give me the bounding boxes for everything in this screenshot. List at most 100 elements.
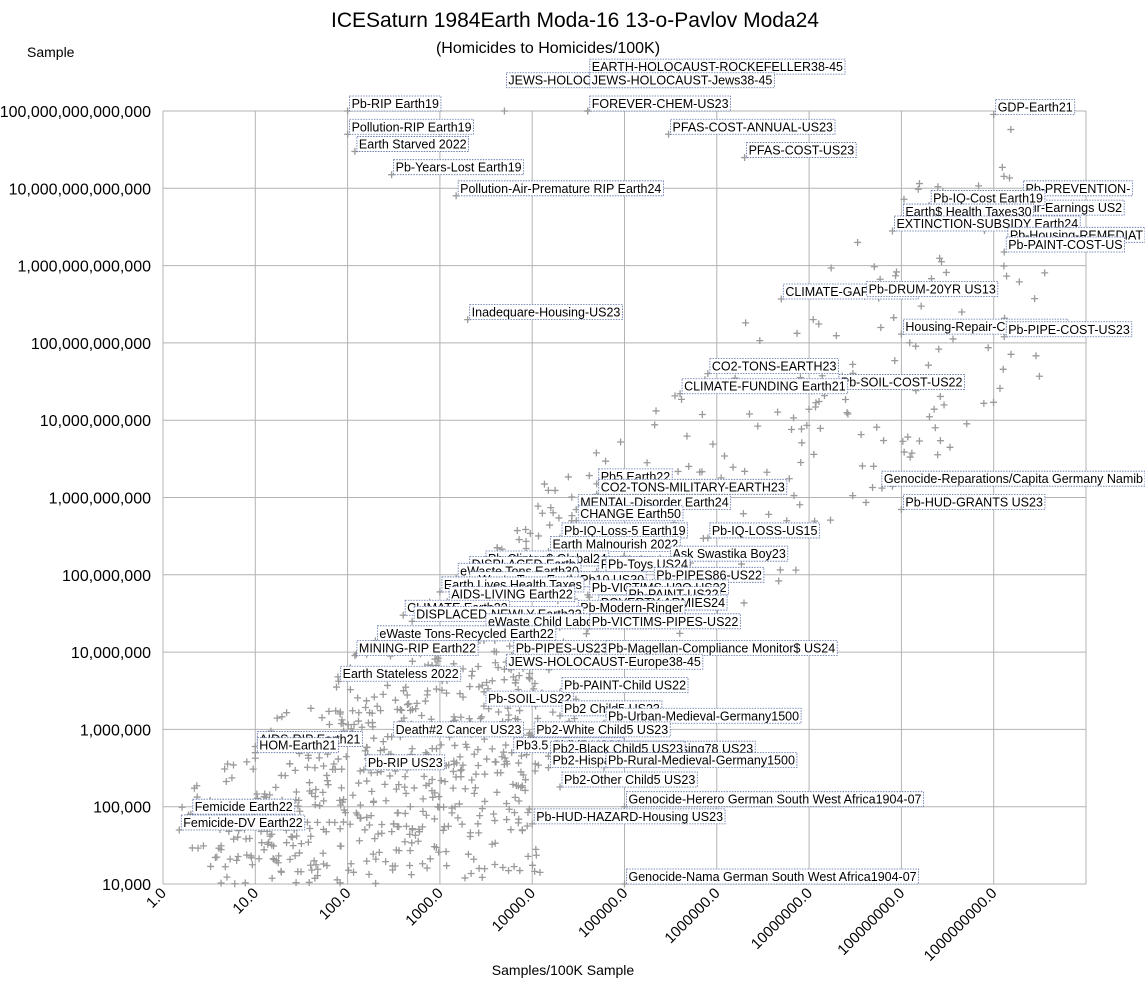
labeled-point: Pb2-White Child5 US23 bbox=[534, 722, 670, 737]
chart-title: ICESaturn 1984Earth Moda-16 13-o-Pavlov … bbox=[331, 9, 819, 32]
labeled-point: EARTH-HOLOCAUST-ROCKEFELLER38-45 bbox=[590, 59, 845, 74]
labeled-point: CO2-TONS-EARTH23 bbox=[710, 359, 839, 374]
labeled-point: CHANGE Earth50 bbox=[578, 506, 683, 521]
labeled-point: eWaste Tons-Recycled Earth22 bbox=[377, 626, 555, 641]
labeled-point: Pb-RIP US23 bbox=[366, 755, 445, 770]
point-label: Death#2 Cancer US23 bbox=[396, 723, 522, 737]
labeled-point: Pb-Urban-Medieval-Germany1500 bbox=[606, 708, 801, 723]
labeled-point: CLIMATE-FUNDING Earth21 bbox=[682, 379, 848, 394]
point-label: Pb-PAINT-Child US22 bbox=[564, 679, 686, 693]
labeled-point: GDP-Earth21 bbox=[996, 100, 1075, 115]
point-label: Pb-RIP Earth19 bbox=[352, 97, 439, 111]
point-label: Earth Malnourish 2022 bbox=[552, 538, 678, 552]
point-label: Pb-Urban-Medieval-Germany1500 bbox=[608, 709, 799, 723]
labeled-point: Pb-SOIL-COST-US22 bbox=[839, 374, 965, 389]
labeled-point: Pb-RIP Earth19 bbox=[350, 96, 441, 111]
point-label: JEWS-HOLOCAUST-Europe38-45 bbox=[508, 655, 700, 669]
point-label: Pb-HUD-GRANTS US23 bbox=[905, 495, 1043, 509]
point-label: Pb-IQ-Loss-5 Earth19 bbox=[564, 524, 686, 538]
y-tick-label: 1,000,000,000 bbox=[49, 491, 151, 508]
point-label: Genocide-Herero German South West Africa… bbox=[629, 793, 922, 807]
labeled-point: Pb2-Other Child5 US23 bbox=[562, 772, 697, 787]
point-label: Earth Starved 2022 bbox=[359, 137, 467, 151]
labeled-point: Earth Stateless 2022 bbox=[341, 666, 461, 681]
point-label: Pb-IQ-Cost Earth19 bbox=[933, 191, 1043, 205]
labeled-point: Inadequare-Housing-US23 bbox=[470, 305, 623, 320]
point-label: Pollution-RIP Earth19 bbox=[352, 120, 472, 134]
point-label: CO2-TONS-MILITARY-EARTH23 bbox=[601, 480, 785, 494]
point-label: eWaste Tons-Recycled Earth22 bbox=[379, 627, 553, 641]
labeled-point: FOREVER-CHEM-US23 bbox=[590, 96, 731, 111]
point-label: PFAS-COST-US23 bbox=[749, 144, 855, 158]
labeled-point: Earth Malnourish 2022 bbox=[550, 537, 680, 552]
point-label: Pb-Magellan-Compliance Monitor$ US24 bbox=[608, 642, 835, 656]
labeled-point: Pb-PIPE-COST-US23 bbox=[1006, 322, 1132, 337]
point-label: EARTH-HOLOCAUST-ROCKEFELLER38-45 bbox=[592, 60, 843, 74]
point-label: Inadequare-Housing-US23 bbox=[472, 306, 621, 320]
chart-subtitle: (Homicides to Homicides/100K) bbox=[436, 40, 660, 57]
point-label: Pb-PAINT-COST-US bbox=[1008, 238, 1122, 252]
y-tick-label: 1,000,000,000,000 bbox=[18, 259, 152, 276]
labeled-point: Pb-PIPES-US23 bbox=[514, 641, 610, 656]
labeled-point: Pb-IQ-LOSS-US15 bbox=[710, 523, 820, 538]
point-label: Pb-DRUM-20YR US13 bbox=[869, 282, 996, 296]
labeled-point: Pb-Rural-Medieval-Germany1500 bbox=[606, 753, 797, 768]
labeled-point: Pb-Years-Lost Earth19 bbox=[394, 160, 524, 175]
labeled-point: Pb-Modern-Ringer bbox=[578, 600, 685, 615]
point-label: CO2-TONS-EARTH23 bbox=[712, 360, 837, 374]
point-label: AIDS-LIVING Earth22 bbox=[451, 588, 573, 602]
labeled-point: Femicide Earth22 bbox=[193, 799, 295, 814]
labeled-point: Pb-DRUM-20YR US13 bbox=[867, 281, 998, 296]
labeled-point: Genocide-Nama German South West Africa19… bbox=[627, 869, 919, 884]
point-label: Pb2-White Child5 US23 bbox=[536, 723, 668, 737]
y-tick-label: 10,000 bbox=[102, 877, 151, 894]
point-label: Femicide-DV Earth22 bbox=[183, 816, 303, 830]
labeled-point: Pb-HUD-HAZARD-Housing US23 bbox=[534, 809, 725, 824]
point-label: Pb-Rural-Medieval-Germany1500 bbox=[608, 754, 795, 768]
point-label: FOREVER-CHEM-US23 bbox=[592, 97, 729, 111]
labeled-point: Pb-Magellan-Compliance Monitor$ US24 bbox=[606, 641, 837, 656]
point-label: Pb-IQ-LOSS-US15 bbox=[712, 524, 818, 538]
point-label: Pb2-Other Child5 US23 bbox=[564, 773, 695, 787]
point-label: Femicide Earth22 bbox=[195, 800, 293, 814]
y-tick-label: 100,000,000,000 bbox=[31, 336, 151, 353]
point-label: GDP-Earth21 bbox=[998, 101, 1073, 115]
y-tick-label: 10,000,000 bbox=[71, 645, 151, 662]
x-axis-title: Samples/100K Sample bbox=[492, 962, 635, 978]
y-axis-title: Sample bbox=[27, 44, 75, 60]
y-tick-label: 100,000 bbox=[93, 800, 151, 817]
labeled-point: HOM-Earth21 bbox=[257, 738, 338, 753]
point-label: Pb-Modern-Ringer bbox=[580, 601, 683, 615]
labeled-point: Pollution-Air-Premature RIP Earth24 bbox=[458, 181, 663, 196]
labeled-point: Pb-HUD-GRANTS US23 bbox=[903, 494, 1045, 509]
y-tick-label: 10,000,000,000,000 bbox=[9, 181, 151, 198]
labeled-point: MINING-RIP Earth22 bbox=[357, 641, 478, 656]
labeled-point: Genocide-Herero German South West Africa… bbox=[627, 792, 924, 807]
point-label: Pb-Years-Lost Earth19 bbox=[396, 161, 522, 175]
y-tick-label: 10,000,000,000 bbox=[40, 413, 151, 430]
labeled-point: Pb-PAINT-COST-US bbox=[1006, 237, 1124, 252]
point-label: Pollution-Air-Premature RIP Earth24 bbox=[460, 182, 661, 196]
labeled-point: PFAS-COST-ANNUAL-US23 bbox=[671, 119, 835, 134]
point-label: Pb-PIPE-COST-US23 bbox=[1008, 323, 1130, 337]
y-tick-label: 100,000,000,000,000 bbox=[0, 104, 151, 121]
point-label: Pb-PIPES-US23 bbox=[516, 642, 608, 656]
point-label: Pb-SOIL-COST-US22 bbox=[841, 375, 963, 389]
point-label: Pb-SOIL-US22 bbox=[488, 692, 571, 706]
labeled-point: Pb-IQ-Cost Earth19 bbox=[931, 190, 1045, 205]
point-label: Genocide-Nama German South West Africa19… bbox=[629, 870, 917, 884]
labeled-point: Pb-VICTIMS-PIPES-US22 bbox=[590, 614, 741, 629]
labeled-point: Pollution-RIP Earth19 bbox=[350, 119, 474, 134]
point-label: CHANGE Earth50 bbox=[580, 507, 681, 521]
labeled-point: Pb-IQ-Loss-5 Earth19 bbox=[562, 523, 688, 538]
point-label: Pb-HUD-HAZARD-Housing US23 bbox=[536, 810, 723, 824]
point-label: Pb-VICTIMS-PIPES-US22 bbox=[592, 615, 739, 629]
point-label: PFAS-COST-ANNUAL-US23 bbox=[673, 120, 834, 134]
labeled-point: Pb-SOIL-US22 bbox=[486, 691, 573, 706]
labeled-point: Death#2 Cancer US23 bbox=[394, 722, 524, 737]
labeled-point: Earth Starved 2022 bbox=[357, 136, 469, 151]
y-tick-label: 1,000,000 bbox=[80, 722, 151, 739]
labeled-point: Genocide-Reparations/Capita Germany Nami… bbox=[882, 471, 1145, 486]
point-label: JEWS-HOLOCAUST-Jews38-45 bbox=[592, 74, 773, 88]
